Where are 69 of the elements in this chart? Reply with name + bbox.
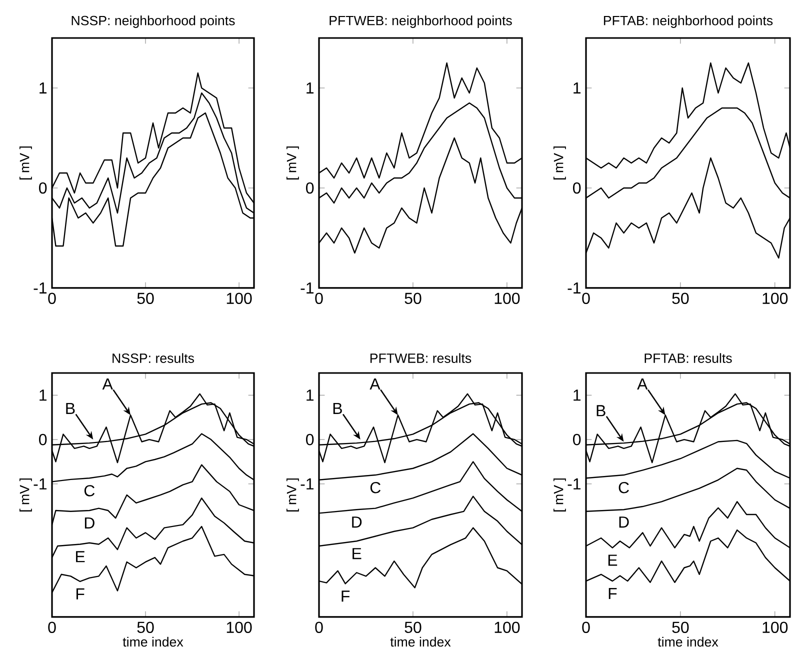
- legend-label: C: [618, 482, 629, 494]
- x-axis-title: time index: [122, 636, 184, 647]
- chart-title: PFTWEB: neighborhood points: [330, 16, 512, 28]
- annotation: B: [596, 405, 606, 416]
- chart-title: NSSP: results: [112, 353, 194, 363]
- x-tick-label: 0: [582, 292, 590, 304]
- y-tick-label: 1: [306, 390, 314, 401]
- x-tick-label: 0: [315, 622, 323, 634]
- y-axis-title: [ mV ]: [19, 478, 32, 512]
- y-tick-label: -1: [300, 478, 314, 490]
- annotation: A: [102, 378, 113, 390]
- annotation: A: [637, 378, 648, 390]
- x-tick-label: 50: [404, 622, 422, 634]
- x-tick-label: 50: [672, 292, 689, 304]
- x-tick-label: 100: [226, 292, 252, 304]
- x-tick-label: 50: [137, 292, 154, 304]
- series-label: F: [342, 590, 350, 602]
- x-tick-label: 0: [315, 292, 323, 304]
- series-label: E: [352, 548, 362, 560]
- y-axis-title: [ mV ]: [553, 478, 566, 512]
- y-tick-label: -1: [34, 282, 47, 294]
- y-axis-title: [ mV ]: [553, 146, 566, 180]
- chart-title: PFTAB: neighborhood points: [604, 16, 773, 28]
- x-tick-label: 0: [48, 292, 56, 304]
- y-tick-label: 1: [574, 390, 581, 401]
- chart-title: NSSP: neighborhood points: [72, 16, 235, 28]
- x-tick-label: 100: [762, 622, 788, 634]
- y-tick-label: 1: [40, 82, 47, 94]
- series-label: D: [352, 516, 362, 528]
- y-tick-label: 0: [39, 434, 47, 446]
- x-tick-label: 0: [48, 622, 56, 634]
- y-tick-label: -1: [568, 282, 581, 294]
- x-tick-label: 100: [494, 292, 520, 304]
- chart-title: PFTAB: results: [644, 353, 732, 363]
- annotation: B: [333, 402, 342, 414]
- annotation: A: [370, 378, 380, 390]
- y-axis-title: [ mV ]: [286, 478, 299, 512]
- legend-label: C: [84, 485, 95, 496]
- y-tick-label: 0: [306, 434, 314, 446]
- x-tick-label: 50: [672, 622, 689, 634]
- x-tick-label: 50: [137, 622, 154, 634]
- series-label: E: [608, 554, 618, 566]
- series-label: C: [370, 482, 381, 494]
- y-tick-label: 0: [306, 182, 314, 194]
- series-label: D: [619, 516, 629, 528]
- series-label: E: [76, 551, 85, 562]
- y-tick-label: 0: [573, 434, 581, 446]
- y-tick-label: 1: [574, 82, 581, 94]
- x-axis-title: time index: [658, 636, 718, 647]
- y-tick-label: -1: [568, 478, 581, 490]
- x-axis-title: time index: [390, 636, 451, 647]
- series-label: F: [76, 588, 84, 600]
- chart-title: PFTWEB: results: [370, 353, 472, 363]
- y-axis-title: [ mV ]: [19, 146, 32, 180]
- y-tick-label: 1: [40, 390, 47, 401]
- x-tick-label: 100: [762, 292, 788, 304]
- series-label: F: [608, 588, 617, 599]
- annotation: B: [66, 402, 75, 414]
- x-tick-label: 0: [582, 622, 590, 634]
- y-tick-label: 0: [39, 182, 47, 194]
- x-tick-label: 50: [404, 292, 422, 304]
- x-tick-label: 100: [494, 622, 520, 634]
- x-tick-label: 100: [226, 622, 252, 634]
- y-tick-label: 1: [306, 82, 314, 94]
- y-tick-label: 0: [573, 182, 581, 194]
- y-axis-title: [ mV ]: [286, 146, 299, 180]
- series-label: D: [84, 517, 94, 528]
- y-tick-label: -1: [300, 282, 314, 294]
- y-tick-label: -1: [34, 478, 47, 490]
